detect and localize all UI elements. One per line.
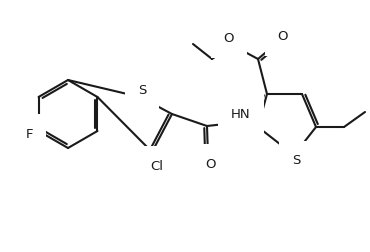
Text: Cl: Cl <box>151 160 164 173</box>
Text: O: O <box>224 32 234 45</box>
Text: S: S <box>138 84 146 98</box>
Text: HN: HN <box>231 108 251 120</box>
Text: O: O <box>205 158 215 171</box>
Text: O: O <box>278 29 288 43</box>
Text: F: F <box>26 128 33 141</box>
Text: S: S <box>292 154 300 168</box>
